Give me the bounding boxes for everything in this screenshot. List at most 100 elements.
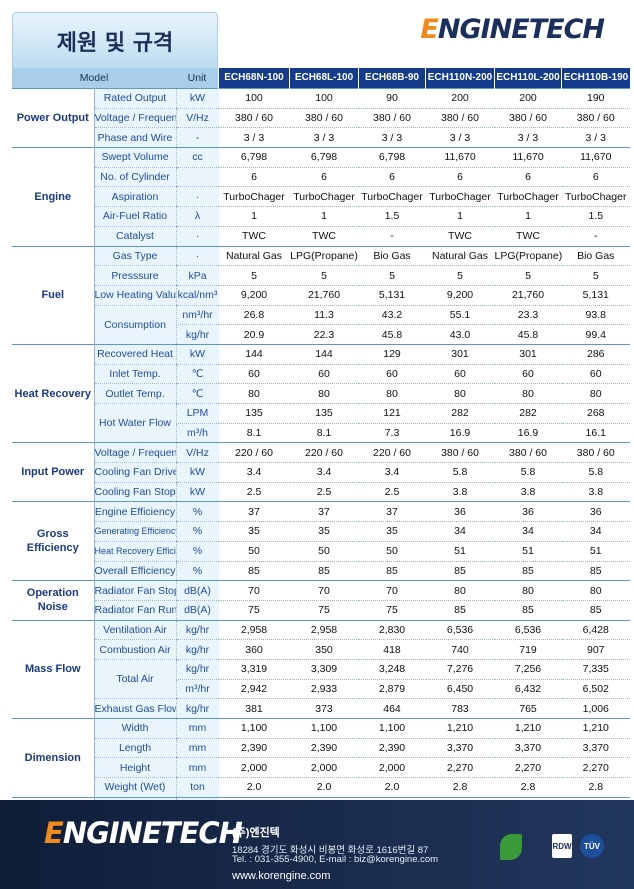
value: 2,958 xyxy=(218,619,290,641)
value: 85 xyxy=(561,600,630,621)
value: 2,270 xyxy=(494,757,562,779)
parameter: No. of Cylinder xyxy=(94,167,176,188)
parameter: Exhaust Gas Flow xyxy=(94,698,176,719)
parameter: Engine Efficiency xyxy=(94,501,176,523)
value: 85 xyxy=(425,600,495,621)
value: 16.9 xyxy=(425,423,495,444)
group-label: Engine xyxy=(12,147,95,247)
value: 6 xyxy=(358,167,426,188)
parameter: Air-Fuel Ratio xyxy=(94,206,176,227)
value: 3,370 xyxy=(561,738,630,759)
value: TWC xyxy=(425,226,495,247)
row: Hot Water Flow LPM 135 135 121 282 282 268 xyxy=(12,403,630,444)
group-label: Dimension xyxy=(12,718,95,798)
parameter: Phase and Wire xyxy=(94,127,176,149)
row: No. of Cylinder 6 6 6 6 6 6 xyxy=(12,167,630,188)
value: 3.4 xyxy=(358,462,426,483)
header-row: Model Unit ECH68N-100 ECH68L-100 ECH68B-90 EC… xyxy=(12,68,630,89)
value: 8.1 xyxy=(218,423,290,444)
value: 135 xyxy=(289,403,359,424)
parameter: Cooling Fan Drive xyxy=(94,462,176,483)
parameter: Recovered Heat xyxy=(94,343,176,365)
value: 1,210 xyxy=(494,718,562,739)
value: 129 xyxy=(358,343,426,365)
unit: kW xyxy=(175,88,219,109)
unit: % xyxy=(175,561,219,582)
value: 282 xyxy=(425,403,495,424)
value: 26.8 xyxy=(218,305,290,326)
unit: kcal/nm³ xyxy=(175,285,219,306)
value: 8.1 xyxy=(289,423,359,444)
title: 제원 및 규격 xyxy=(12,12,218,68)
value: 220 / 60 xyxy=(358,442,426,464)
unit: ℃ xyxy=(175,383,219,404)
unit: kg/hr xyxy=(175,619,219,641)
value: 2.5 xyxy=(358,482,426,503)
unit: kW xyxy=(175,462,219,483)
value: 60 xyxy=(289,364,359,385)
model-header: ECH110B-190 xyxy=(561,68,630,89)
value: 6,432 xyxy=(494,679,562,700)
value: 1,100 xyxy=(358,718,426,739)
row: Aspiration · TurboChager TurboChager TurboCh… xyxy=(12,186,630,208)
badge: TÜV xyxy=(580,834,604,858)
value: 7,276 xyxy=(425,659,495,680)
value: 1,210 xyxy=(425,718,495,739)
value: TurboChager xyxy=(425,186,495,208)
value: 6,450 xyxy=(425,679,495,700)
unit: nm³/hr xyxy=(175,305,219,326)
value: 7,335 xyxy=(561,659,630,680)
value: 16.9 xyxy=(494,423,562,444)
group-label: Power Output xyxy=(12,87,95,149)
value: 80 xyxy=(218,383,290,404)
unit: kPa xyxy=(175,265,219,286)
value: 60 xyxy=(358,364,426,385)
value: 1.5 xyxy=(561,206,630,227)
unit: kg/hr xyxy=(175,324,219,345)
value: 85 xyxy=(494,561,562,582)
model-header: ECH68B-90 xyxy=(358,68,426,89)
row: Heat Recovery Recovered Heat kW 144 144 129 30… xyxy=(12,343,630,444)
value: 2,000 xyxy=(218,757,290,779)
value: 80 xyxy=(425,580,495,601)
value: 3 / 3 xyxy=(425,127,495,149)
row: Air-Fuel Ratio λ 1 1 1.5 1 1 1.5 xyxy=(12,206,630,227)
value: 5 xyxy=(358,265,426,286)
value: 3.8 xyxy=(425,482,495,503)
row: Operation Noise Radiator Fan Stop dB(A) 70 7… xyxy=(12,580,630,621)
unit: mm xyxy=(175,738,219,759)
row: Cooling Fan Drive kW 3.4 3.4 3.4 5.8 5.8 5.8 xyxy=(12,462,630,483)
value: 99.4 xyxy=(561,324,630,345)
value: 380 / 60 xyxy=(218,108,290,129)
value: 6,798 xyxy=(218,147,290,168)
value: 464 xyxy=(358,698,426,719)
value: 85 xyxy=(358,561,426,582)
value: 80 xyxy=(494,383,562,404)
value: 50 xyxy=(358,541,426,562)
value: 5,131 xyxy=(358,285,426,306)
value: 1 xyxy=(425,206,495,227)
row: Overall Efficiency% 85 85 85 85 85 85 xyxy=(12,561,630,582)
value: 381 xyxy=(218,698,290,719)
value: 2,270 xyxy=(425,757,495,779)
row: Dimension Width mm 1,100 1,100 1,100 1,210 1,21… xyxy=(12,718,630,798)
website: www.korengine.com xyxy=(232,870,331,882)
group-label: Heat Recovery xyxy=(12,343,95,444)
unit: % xyxy=(175,541,219,562)
parameter: Inlet Temp. xyxy=(94,364,176,385)
value: 373 xyxy=(289,698,359,719)
value: 34 xyxy=(561,521,630,542)
value: 380 / 60 xyxy=(494,108,562,129)
unit: dB(A) xyxy=(175,580,219,601)
value: 2,830 xyxy=(358,619,426,641)
value: Bio Gas xyxy=(358,245,426,267)
unit: kW xyxy=(175,482,219,503)
unit: % xyxy=(175,501,219,523)
value: TWC xyxy=(218,226,290,247)
value: 2.8 xyxy=(561,777,630,798)
model-header: ECH110L-200 xyxy=(494,68,562,89)
value: 3.8 xyxy=(561,482,630,503)
value: Bio Gas xyxy=(561,245,630,267)
value: TWC xyxy=(289,226,359,247)
parameter: Low Heating Value xyxy=(94,285,176,306)
